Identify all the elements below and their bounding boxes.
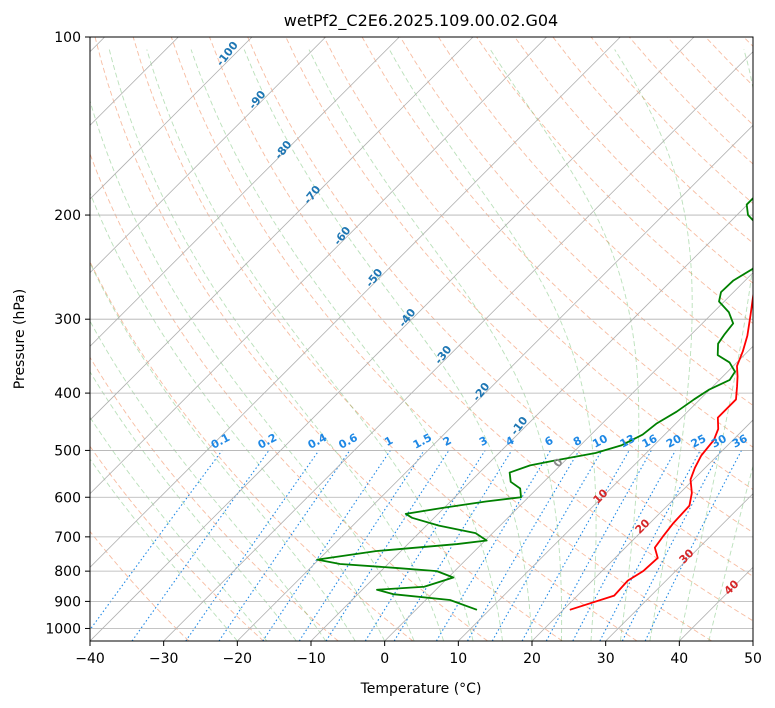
y-tick-label: 600 xyxy=(54,490,81,506)
moist-adiabat-line xyxy=(489,49,640,641)
x-tick-label: −20 xyxy=(223,651,253,667)
y-tick-label: 1000 xyxy=(45,622,81,638)
moist-adiabat-line xyxy=(388,49,597,641)
y-tick-label: 300 xyxy=(54,312,81,328)
mixing-ratio-label: 25 xyxy=(689,432,709,451)
dry-adiabat-line xyxy=(132,37,638,641)
moist-adiabat-line xyxy=(90,191,386,641)
x-tick-label: −40 xyxy=(75,651,105,667)
isotherm-line xyxy=(90,37,253,200)
dry-adiabat-line xyxy=(399,37,753,406)
y-tick-label: 800 xyxy=(54,564,81,580)
y-tick-label: 400 xyxy=(54,386,81,402)
moist-adiabat-line xyxy=(90,370,297,641)
isotherm-line xyxy=(90,37,326,274)
isotherm-line xyxy=(90,37,547,495)
dry-adiabat-line xyxy=(247,37,753,577)
moist-adiabat-line xyxy=(190,49,503,641)
dry-adiabat-line xyxy=(90,356,339,641)
dry-adiabat-line xyxy=(209,37,753,622)
mixing-ratio-line xyxy=(521,450,630,641)
plot-frame xyxy=(89,36,754,642)
mixing-ratio-line xyxy=(298,450,425,641)
dry-adiabat-line xyxy=(438,37,753,365)
chart-title: wetPf2_C2E6.2025.109.00.02.G04 xyxy=(284,11,558,31)
y-axis-label: Pressure (hPa) xyxy=(12,289,28,389)
mixing-ratio-line xyxy=(185,450,320,641)
y-tick-label: 500 xyxy=(54,443,81,459)
isotherm-line xyxy=(90,37,621,568)
x-tick-label: 20 xyxy=(523,651,541,667)
x-tick-label: 10 xyxy=(449,651,467,667)
x-axis: −40 −30 −20 −10 0 10 20 30 40 50 xyxy=(75,641,762,667)
isotherm-line xyxy=(531,419,753,641)
isotherm-line xyxy=(90,37,474,421)
moist-adiabat-line xyxy=(90,320,327,641)
moist-adiabat-line xyxy=(243,49,533,641)
mixing-ratio-line xyxy=(545,450,652,641)
mixing-ratio-label: 16 xyxy=(640,432,660,451)
mixing-ratio-line xyxy=(572,450,677,641)
mixing-ratio-line xyxy=(621,450,722,641)
x-tick-label: 30 xyxy=(597,651,615,667)
dewpoint-line xyxy=(316,196,753,611)
mixing-ratio-line xyxy=(218,450,351,641)
x-tick-label: 40 xyxy=(670,651,688,667)
x-tick-label: 50 xyxy=(744,651,762,667)
mixing-ratio-label: 10 xyxy=(590,432,610,451)
dry-adiabat-line xyxy=(94,37,563,641)
isotherm-line xyxy=(163,51,753,641)
dry-adiabat-line xyxy=(323,37,753,491)
y-tick-label: 100 xyxy=(54,30,81,46)
mixing-ratio-line xyxy=(90,450,223,631)
mixing-ratio-line xyxy=(644,450,742,641)
dry-adiabat-line xyxy=(90,445,264,641)
dry-adiabat-line xyxy=(170,37,712,641)
y-tick-label: 900 xyxy=(54,594,81,610)
moist-adiabat-line xyxy=(90,99,415,641)
series-group xyxy=(316,196,753,611)
moist-adiabat-line xyxy=(708,464,753,641)
moist-adiabat-line xyxy=(678,49,753,641)
x-tick-label: −30 xyxy=(149,651,179,667)
mixing-ratio-label: 36 xyxy=(730,432,750,451)
mixing-ratio-line xyxy=(325,450,450,641)
moist-adiabat-line xyxy=(614,49,693,641)
mixing-ratio-label: 13 xyxy=(618,432,638,451)
y-axis: 100 200 300 400 500 600 700 800 900 1000 xyxy=(45,30,90,638)
moist-adiabat-line xyxy=(308,49,563,641)
isotherm-line xyxy=(458,345,753,641)
moist-adiabat-line xyxy=(90,261,356,641)
dry-adiabat-line xyxy=(514,37,753,284)
x-axis-label: Temperature (°C) xyxy=(360,681,482,697)
isotherm-line xyxy=(90,37,695,641)
mixing-ratio-line xyxy=(393,450,513,641)
x-tick-label: 0 xyxy=(380,651,389,667)
mixing-ratio-line xyxy=(262,450,391,641)
moist-adiabat-line xyxy=(108,49,445,641)
mixing-ratio-label: 20 xyxy=(664,432,684,451)
isotherm-line xyxy=(237,124,753,641)
isotherm-line xyxy=(310,198,753,641)
temperature-line xyxy=(569,290,753,611)
y-tick-label: 200 xyxy=(54,208,81,224)
dry-adiabat-line xyxy=(90,530,190,641)
moist-adiabat-line xyxy=(146,49,474,641)
isotherm-line xyxy=(90,37,400,347)
mixing-ratio-label: 30 xyxy=(709,432,729,451)
x-tick-label: −10 xyxy=(296,651,326,667)
y-tick-label: 700 xyxy=(54,530,81,546)
isotherm-line xyxy=(605,493,753,641)
